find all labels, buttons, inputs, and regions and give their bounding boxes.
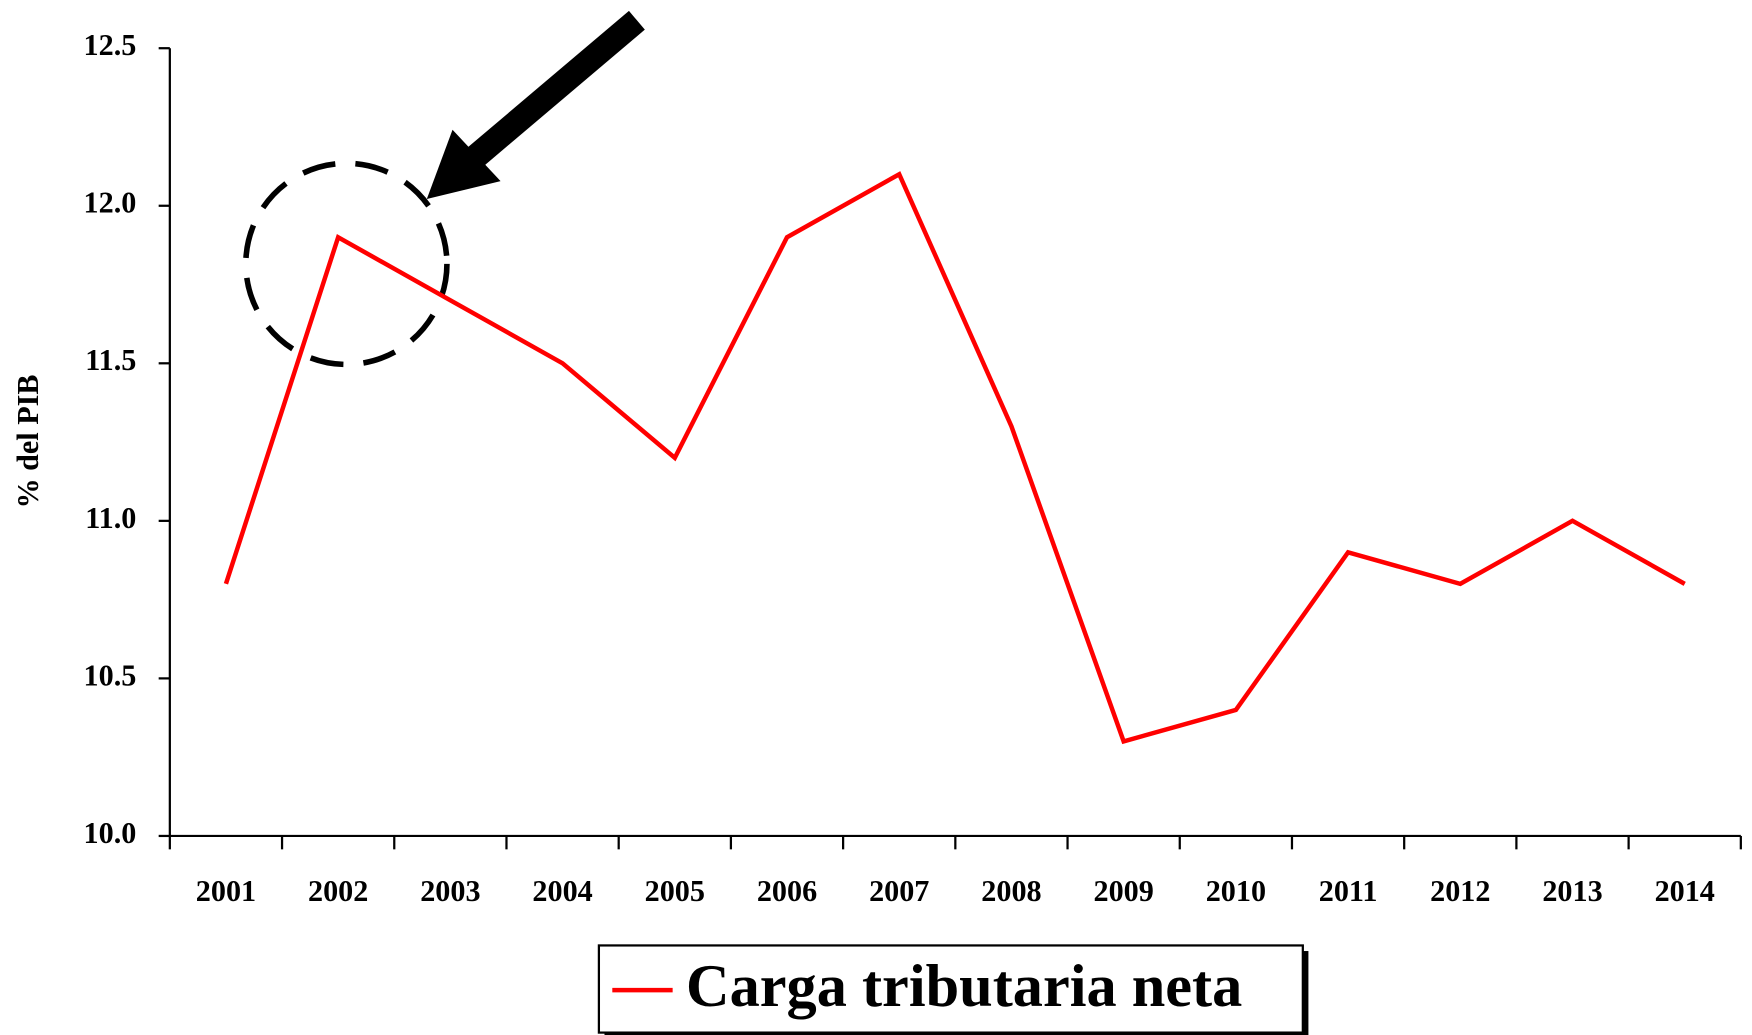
x-tick-label: 2008 [981, 874, 1041, 908]
x-tick-label: 2010 [1206, 874, 1266, 908]
highlight-circle [243, 160, 450, 368]
y-tick-label: 12.5 [84, 28, 137, 62]
x-tick-label: 2007 [869, 874, 929, 908]
legend-box [597, 944, 1304, 1034]
x-tick-label: 2005 [645, 874, 705, 908]
x-tick-label: 2002 [308, 874, 368, 908]
arrow-shaft [461, 10, 645, 172]
y-tick-label: 12.0 [84, 186, 137, 220]
x-tick-label: 2003 [420, 874, 480, 908]
arrow-head [426, 129, 501, 200]
y-tick-label: 11.0 [85, 501, 136, 535]
x-tick-label: 2014 [1655, 874, 1715, 908]
x-tick-label: 2012 [1430, 874, 1490, 908]
line-series [223, 171, 1686, 745]
x-tick-label: 2004 [532, 874, 592, 908]
x-tick-label: 2006 [757, 874, 817, 908]
y-tick-label: 10.0 [84, 816, 137, 850]
x-tick-label: 2001 [196, 874, 256, 908]
x-tick-label: 2009 [1093, 874, 1153, 908]
y-axis-label: % del PIB [11, 374, 45, 508]
x-tick-label: 2013 [1542, 874, 1602, 908]
x-tick-label: 2011 [1319, 874, 1378, 908]
y-tick-label: 11.5 [85, 343, 136, 377]
legend-label: Carga tributaria neta [686, 953, 1242, 1020]
y-tick-label: 10.5 [84, 658, 137, 692]
